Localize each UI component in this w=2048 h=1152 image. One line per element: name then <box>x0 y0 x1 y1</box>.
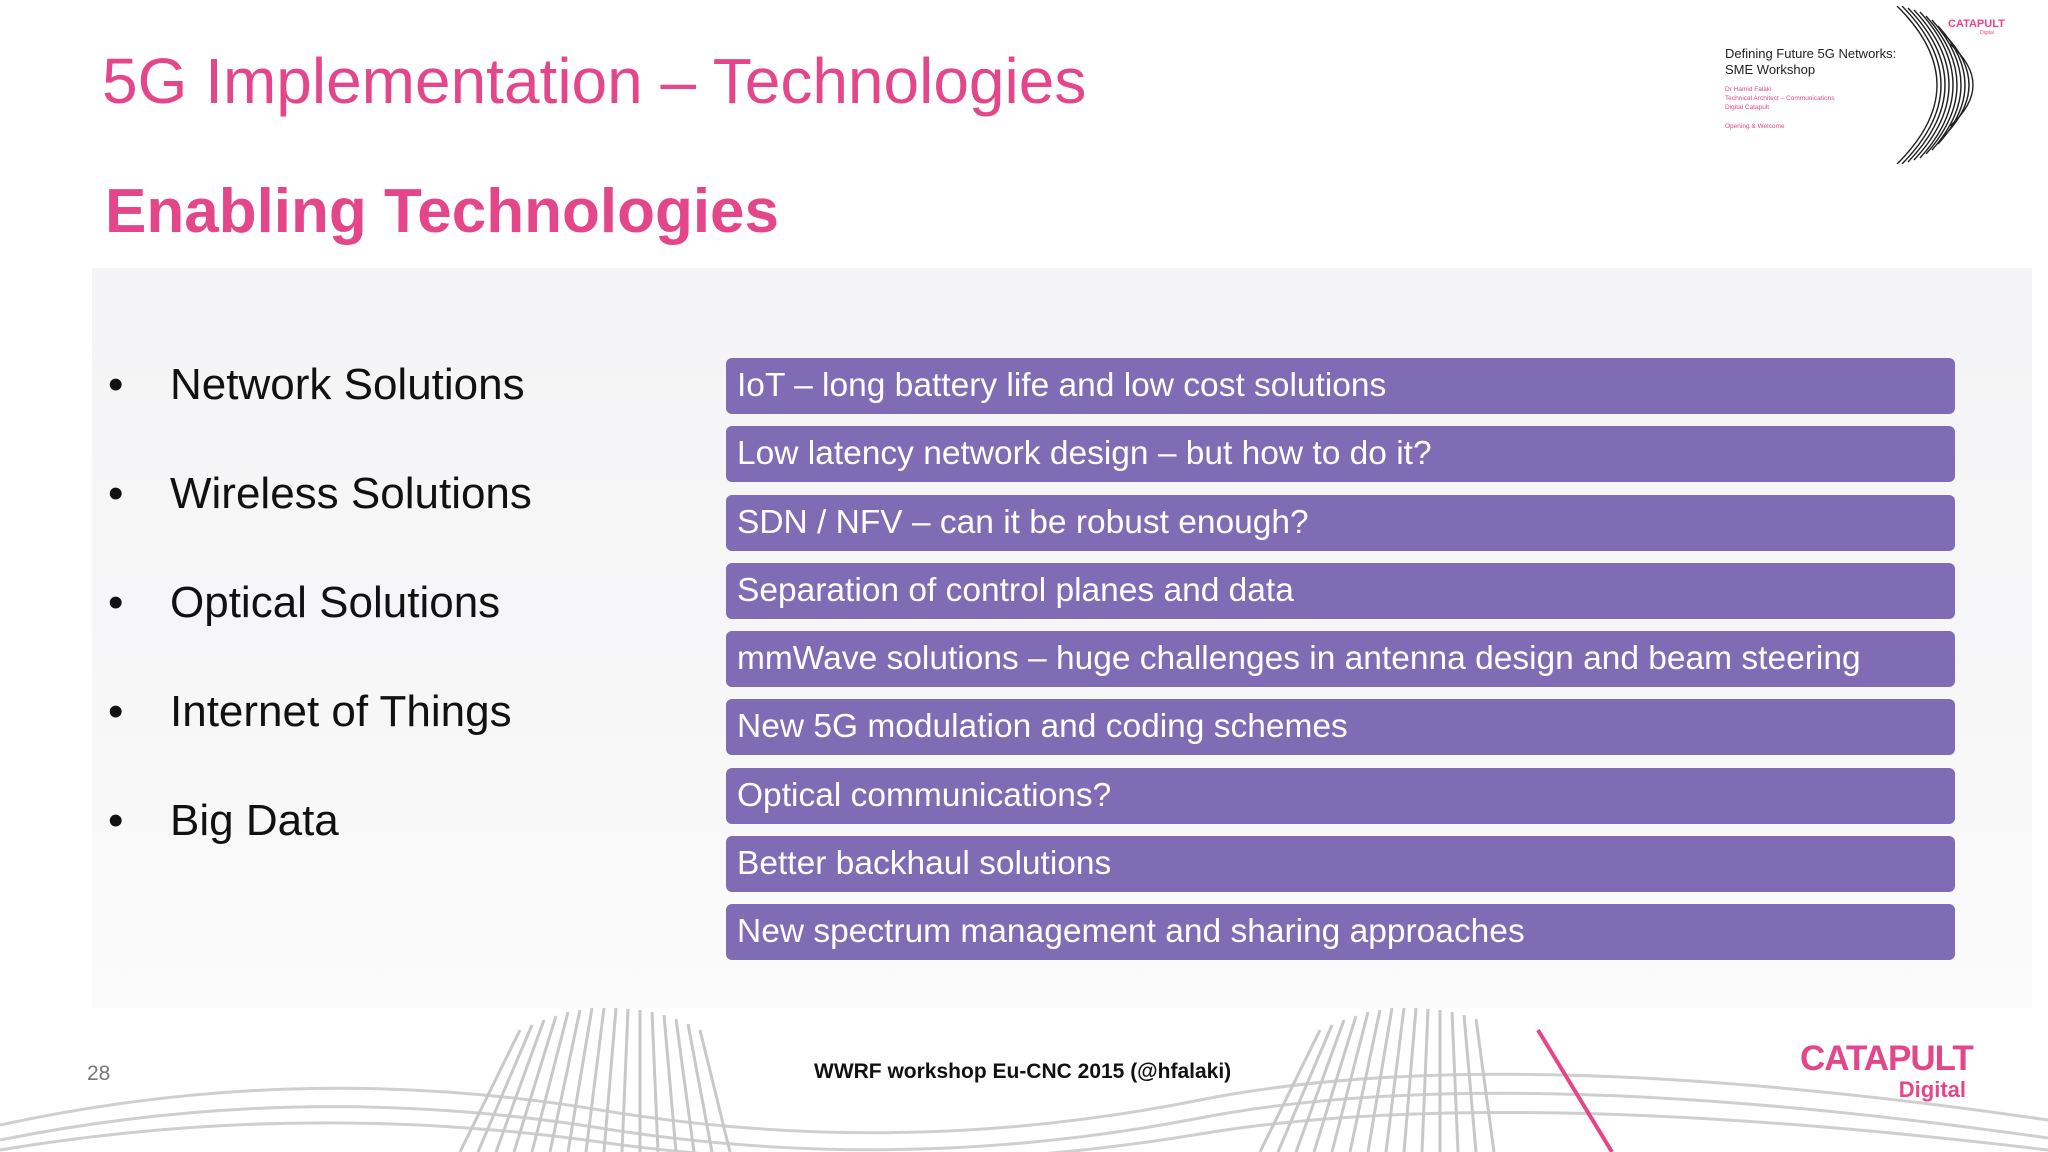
bullet-text: Network Solutions <box>170 360 525 409</box>
logo-main-text: CATAPULT <box>1800 1039 1974 1078</box>
wave-decoration <box>0 1007 2048 1152</box>
bullet-dot: • <box>108 578 124 627</box>
bullet-text: Internet of Things <box>170 687 512 736</box>
logo-sub-text: Digital <box>1898 1077 1966 1102</box>
catapult-logo: CATAPULT Digital <box>1800 1039 1974 1102</box>
thumbnail-session: Opening & Welcome <box>1725 123 1785 130</box>
thumbnail-role: Technical Architect – Communications <box>1725 95 1835 102</box>
bullet-dot: • <box>108 469 124 518</box>
technology-bar: New 5G modulation and coding schemes <box>726 699 1955 756</box>
thumbnail-author: Dr Hamid Falaki <box>1725 86 1772 93</box>
thumbnail-title: Defining Future 5G Networks: SME Worksho… <box>1725 46 1896 78</box>
bullet-item: • Optical Solutions <box>100 578 532 687</box>
slide-title: 5G Implementation – Technologies <box>102 45 1087 117</box>
bullet-dot: • <box>108 796 124 845</box>
technology-bar: Optical communications? <box>726 767 1955 824</box>
technology-bar: Separation of control planes and data <box>726 562 1955 619</box>
page-number: 28 <box>87 1062 111 1085</box>
bullet-text: Wireless Solutions <box>170 469 532 518</box>
bullet-text: Big Data <box>170 796 339 845</box>
technology-bar: Low latency network design – but how to … <box>726 426 1955 483</box>
technology-bar: SDN / NFV – can it be robust enough? <box>726 494 1955 551</box>
title-slide-thumbnail: Defining Future 5G Networks: SME Worksho… <box>1712 6 2005 164</box>
technology-bar: mmWave solutions – huge challenges in an… <box>726 631 1955 688</box>
bullet-item: • Big Data <box>100 796 532 905</box>
bullet-item: • Wireless Solutions <box>100 469 532 578</box>
bullet-list: • Network Solutions • Wireless Solutions •… <box>100 360 532 905</box>
thumbnail-org: Digital Catapult <box>1725 104 1770 111</box>
footer-text: WWRF workshop Eu-CNC 2015 (@hfalaki) <box>814 1060 1232 1083</box>
thumbnail-logo: CATAPULT <box>1948 18 2005 30</box>
technology-list: IoT – long battery life and low cost sol… <box>726 358 1955 973</box>
thumbnail-title-line: SME Workshop <box>1725 62 1816 77</box>
technology-bar: New spectrum management and sharing appr… <box>726 904 1955 961</box>
thumbnail-logo-sub: Digital <box>1980 30 1994 36</box>
bullet-item: • Internet of Things <box>100 687 532 796</box>
bullet-dot: • <box>108 360 124 409</box>
bullet-dot: • <box>108 687 124 736</box>
bullet-text: Optical Solutions <box>170 578 501 627</box>
slide-subtitle: Enabling Technologies <box>105 177 780 246</box>
technology-bar: Better backhaul solutions <box>726 836 1955 893</box>
bullet-item: • Network Solutions <box>100 360 532 469</box>
technology-bar: IoT – long battery life and low cost sol… <box>726 358 1955 414</box>
thumbnail-title-line: Defining Future 5G Networks: <box>1725 46 1897 61</box>
fan-graphic <box>1896 6 1974 164</box>
